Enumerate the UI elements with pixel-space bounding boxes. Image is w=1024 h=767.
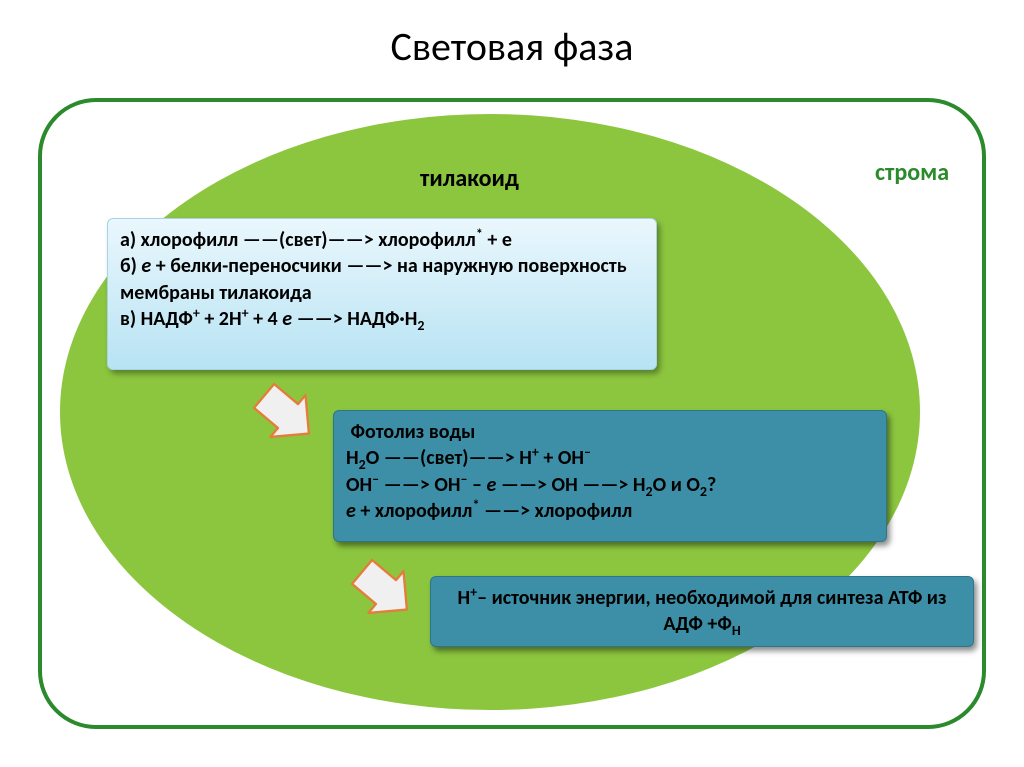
thylakoid-label: тилакоид	[420, 164, 519, 193]
box3-line: H+– источник энергии, необходимой для си…	[443, 585, 961, 638]
subscript: 2	[417, 317, 424, 334]
arrow-down-right-2	[340, 548, 420, 626]
box2-line-1: H2O ——(свет)——> H+ + OH–	[346, 445, 874, 471]
text: O и O	[653, 473, 700, 497]
superscript: +	[532, 444, 539, 461]
subscript: Н	[732, 622, 741, 639]
text: б)	[120, 254, 141, 278]
box2-line-3: e + хлорофилл* ——> хлорофилл	[346, 498, 874, 524]
text-italic: e	[346, 499, 356, 523]
text: ——> OH	[379, 473, 460, 497]
text: + 2H	[200, 307, 242, 331]
text: ——(свет)——>	[243, 228, 374, 252]
text: ——> OH ——> H	[496, 473, 645, 497]
superscript: +	[242, 305, 249, 322]
page-title: Световая фаза	[0, 22, 1024, 71]
text: + e	[483, 228, 512, 252]
box1-line-c: в) НАДФ+ + 2H+ + 4 e ——> НАДФ·H2	[120, 306, 644, 332]
box1-line-a: а) хлорофилл ——(свет)——> хлорофилл* + e	[120, 227, 644, 253]
reactions-box-3: H+– источник энергии, необходимой для си…	[430, 576, 974, 647]
text: ——> НАДФ·H	[292, 307, 417, 331]
text: + хлорофилл	[356, 499, 473, 523]
text: а) хлорофилл	[120, 228, 243, 252]
text-italic: e	[282, 307, 292, 331]
text: + 4	[249, 307, 283, 331]
text: хлорофилл	[374, 228, 476, 252]
text: – источник энергии, необходимой для синт…	[477, 586, 946, 636]
text: + OH	[539, 446, 584, 470]
text: + белки-переносчики ——> на наружную пове…	[120, 254, 627, 304]
text: OH	[346, 473, 372, 497]
text: H	[458, 586, 471, 610]
text: Фотолиз воды	[351, 420, 476, 444]
stroma-label: строма	[875, 158, 949, 187]
box2-line-2: OH– ——> OH– – e ——> OH ——> H2O и O2?	[346, 472, 874, 498]
reactions-box-1: а) хлорофилл ——(свет)——> хлорофилл* + e …	[107, 218, 657, 370]
superscript: +	[193, 305, 200, 322]
text: ?	[707, 473, 716, 497]
superscript: –	[584, 444, 591, 461]
subscript: 2	[700, 483, 707, 500]
text: в) НАДФ	[120, 307, 193, 331]
box2-title: Фотолиз воды	[346, 419, 874, 445]
text: O ——(свет)——> H	[366, 446, 532, 470]
subscript: 2	[646, 483, 653, 500]
text-italic: e	[487, 473, 497, 497]
arrow-down-right-1	[242, 372, 322, 450]
text-italic: e	[141, 254, 151, 278]
text: ——> хлорофилл	[479, 499, 632, 523]
text: H	[346, 446, 359, 470]
text: –	[467, 473, 486, 497]
box1-line-b: б) e + белки-переносчики ——> на наружную…	[120, 253, 644, 306]
subscript: 2	[359, 456, 366, 473]
superscript: *	[476, 225, 483, 242]
reactions-box-2: Фотолиз воды H2O ——(свет)——> H+ + OH– OH…	[333, 410, 887, 542]
